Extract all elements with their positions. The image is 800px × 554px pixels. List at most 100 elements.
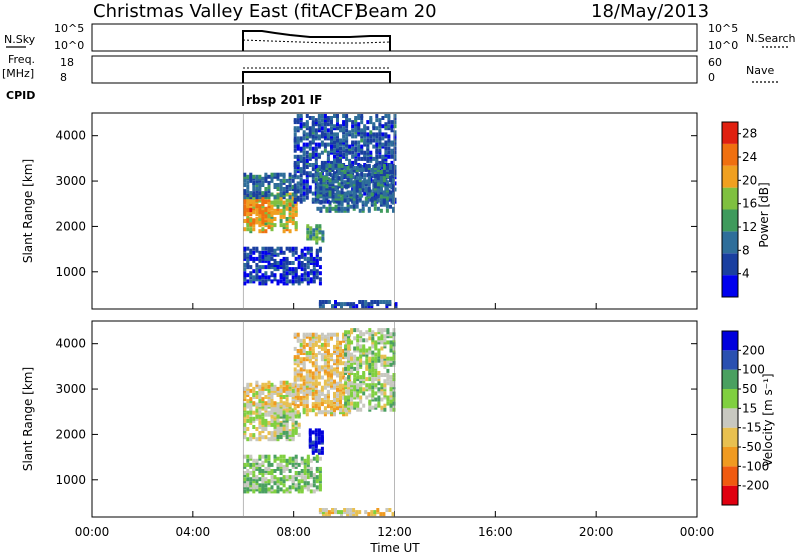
data-cell — [261, 204, 265, 209]
data-cell — [296, 412, 300, 417]
nsearch-trace — [242, 39, 391, 44]
data-cell — [252, 425, 256, 429]
data-cell — [378, 148, 382, 153]
data-cell — [323, 349, 327, 353]
data-cell — [315, 240, 319, 245]
data-cell — [300, 460, 304, 465]
data-cell — [333, 349, 336, 353]
data-cell — [311, 116, 315, 120]
data-cell — [336, 373, 339, 378]
data-cell — [279, 210, 283, 215]
data-cell — [273, 174, 277, 179]
data-cell — [288, 430, 292, 435]
data-cell — [355, 304, 359, 309]
data-cell — [258, 399, 262, 404]
data-cell — [386, 360, 390, 365]
data-cell — [276, 279, 280, 284]
data-cell — [302, 122, 306, 127]
data-cell — [343, 510, 347, 515]
data-cell — [255, 391, 259, 395]
data-cell — [264, 412, 268, 417]
data-cell — [243, 172, 247, 177]
data-cell — [299, 383, 303, 388]
data-cell — [267, 214, 271, 219]
data-cell — [330, 146, 333, 151]
data-cell — [346, 198, 350, 203]
data-cell — [267, 462, 271, 467]
data-cell — [308, 383, 312, 388]
data-cell — [387, 146, 391, 151]
data-cell — [358, 176, 362, 181]
data-cell — [377, 395, 381, 400]
data-cell — [355, 178, 359, 183]
data-cell — [303, 263, 307, 267]
data-cell — [358, 186, 362, 191]
data-cell — [370, 202, 374, 207]
data-cell — [309, 269, 313, 274]
data-cell — [339, 377, 342, 382]
data-cell — [333, 379, 336, 384]
data-cell — [282, 210, 286, 215]
data-cell — [389, 395, 393, 400]
data-cell — [357, 140, 361, 145]
data-cell — [328, 192, 332, 197]
data-cell — [348, 132, 352, 137]
data-cell — [258, 265, 262, 270]
data-cell — [255, 479, 259, 484]
data-cell — [302, 132, 306, 137]
data-cell — [306, 487, 310, 492]
data-cell — [343, 174, 347, 179]
data-cell — [252, 466, 256, 471]
data-cell — [282, 401, 286, 406]
data-cell — [273, 208, 277, 213]
data-cell — [306, 475, 310, 480]
data-cell — [380, 340, 384, 345]
data-cell — [300, 475, 304, 480]
data-cell — [261, 195, 265, 200]
data-cell — [285, 261, 289, 265]
data-cell — [367, 172, 371, 177]
data-cell — [252, 275, 256, 280]
data-cell — [273, 195, 277, 200]
data-cell — [302, 179, 306, 184]
data-cell — [261, 275, 265, 280]
data-cell — [264, 435, 268, 440]
data-cell — [350, 352, 354, 357]
data-cell — [357, 156, 361, 161]
data-cell — [294, 483, 298, 488]
data-cell — [317, 134, 321, 139]
data-cell — [246, 462, 250, 467]
data-cell — [276, 424, 280, 429]
data-cell — [326, 128, 330, 133]
data-cell — [264, 187, 268, 191]
data-cell — [354, 118, 358, 123]
data-cell — [285, 391, 289, 395]
data-cell — [305, 353, 309, 358]
data-cell — [243, 252, 247, 257]
data-cell — [355, 194, 359, 199]
data-cell — [273, 261, 277, 265]
data-cell — [333, 140, 336, 145]
colorbar-segment — [722, 143, 738, 166]
data-cell — [392, 328, 396, 333]
data-cell — [285, 202, 289, 207]
data-cell — [285, 380, 289, 385]
data-cell — [309, 483, 313, 488]
data-cell — [264, 418, 268, 423]
data-cell — [299, 122, 303, 127]
data-cell — [294, 221, 298, 226]
data-cell — [387, 124, 391, 129]
data-cell — [285, 435, 289, 439]
data-cell — [305, 181, 309, 186]
data-cell — [261, 397, 265, 402]
data-cell — [323, 381, 327, 386]
data-cell — [261, 404, 265, 409]
data-cell — [369, 132, 373, 137]
colorbar-segment — [722, 209, 738, 232]
data-cell — [331, 180, 335, 185]
data-cell — [346, 168, 350, 172]
data-cell — [299, 357, 303, 362]
data-cell — [365, 350, 369, 355]
data-cell — [322, 168, 326, 172]
data-cell — [354, 142, 358, 147]
